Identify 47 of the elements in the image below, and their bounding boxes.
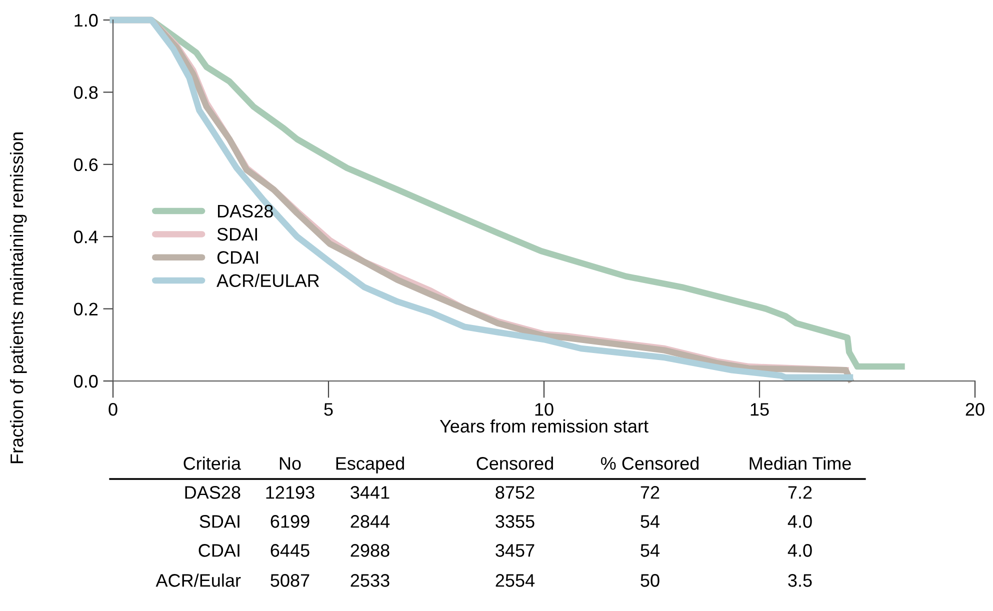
legend-label: ACR/EULAR — [216, 274, 320, 288]
y-tick-label: 0.4 — [74, 230, 98, 244]
x-tick-label: 10 — [535, 403, 554, 416]
text: SDAI — [200, 515, 240, 528]
text: ACR/Eular — [156, 574, 241, 587]
text: 4.0 — [788, 515, 812, 528]
text: 54 — [640, 515, 660, 528]
text: % Censored — [600, 456, 699, 470]
text: 3.5 — [788, 574, 812, 587]
text: 12193 — [266, 486, 314, 499]
legend-label: DAS28 — [218, 204, 273, 218]
text: 4.0 — [788, 544, 812, 557]
y-tick-label: 0.2 — [74, 302, 98, 316]
y-axis-title: Fraction of patients maintaining remission — [10, 132, 27, 464]
text: 6445 — [270, 544, 310, 557]
text: Median Time — [750, 456, 851, 470]
text: 3441 — [350, 486, 390, 499]
text: 2554 — [496, 574, 535, 587]
text: 72 — [640, 486, 660, 499]
text: 3355 — [496, 515, 534, 528]
text: 6199 — [270, 515, 310, 528]
text: 2988 — [350, 544, 390, 557]
x-tick-label: 0 — [108, 403, 118, 416]
text: 54 — [640, 544, 660, 557]
text: Criteria — [184, 456, 241, 470]
text: 50 — [640, 574, 660, 587]
y-tick-label: 0.0 — [74, 374, 98, 388]
legend-label: SDAI — [217, 228, 257, 241]
text: 3457 — [496, 544, 534, 557]
text: No — [280, 457, 301, 470]
text: CDAI — [198, 544, 240, 557]
legend-label: CDAI — [217, 251, 258, 264]
text: 2533 — [350, 574, 390, 587]
x-tick-label: 20 — [966, 403, 984, 416]
text: 5087 — [270, 574, 310, 587]
y-tick-label: 1.0 — [74, 14, 98, 27]
x-tick-label: 5 — [324, 403, 333, 416]
text: Escaped — [336, 456, 404, 474]
y-tick-label: 0.8 — [74, 86, 98, 99]
y-tick-label: 0.6 — [74, 158, 98, 172]
x-axis-title: Years from remission start — [440, 419, 648, 433]
text: 2844 — [350, 515, 390, 528]
text: Censored — [476, 456, 553, 470]
x-tick-label: 15 — [750, 403, 769, 416]
text: DAS28 — [185, 486, 240, 499]
text: 8752 — [496, 486, 534, 499]
text: 7.2 — [788, 486, 812, 499]
